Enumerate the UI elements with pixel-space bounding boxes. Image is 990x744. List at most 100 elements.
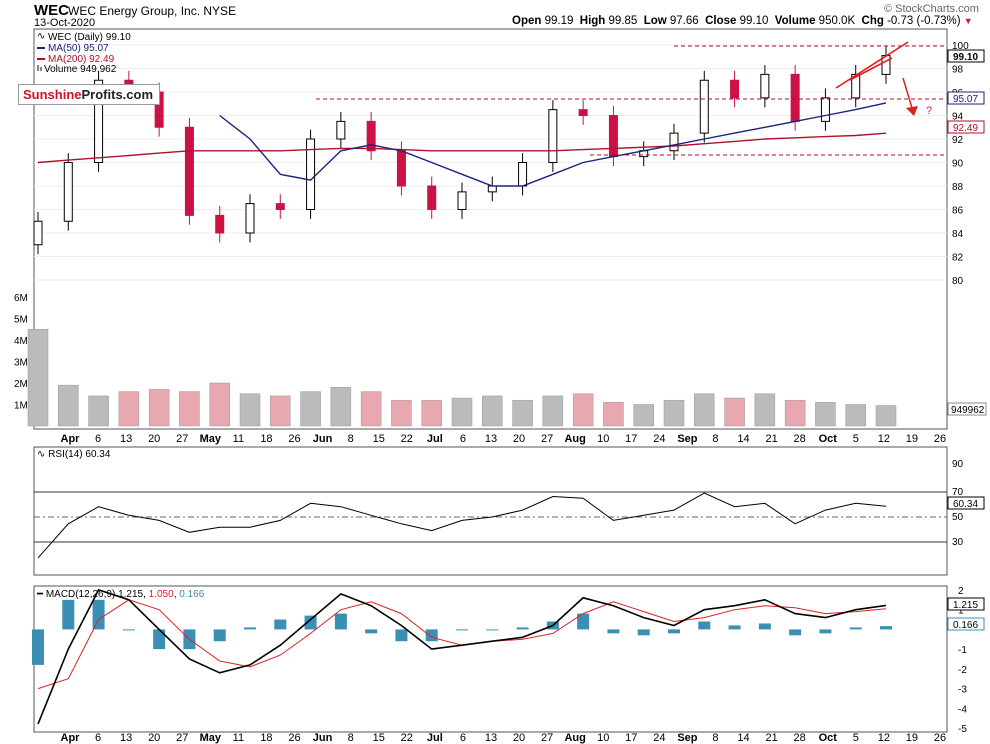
- down-arrow-icon: [906, 106, 918, 116]
- macd-hist-bar: [637, 629, 650, 636]
- x-axis-label: 6: [460, 732, 466, 744]
- rsi-panel-frame: [33, 446, 948, 576]
- x-axis-label: 20: [513, 433, 525, 445]
- macd-hist-bar: [668, 629, 680, 634]
- candle-body: [760, 73, 770, 99]
- x-axis-label: 20: [148, 732, 160, 744]
- x-axis-label: 14: [737, 433, 749, 445]
- volume-bar: [875, 405, 897, 427]
- volume-tick-label: 5M: [14, 315, 28, 326]
- candle-body: [184, 126, 194, 216]
- x-axis-label: 5: [853, 433, 859, 445]
- volume-bar: [58, 384, 79, 427]
- macd-hist-bar: [577, 613, 590, 630]
- macd-hist-bar: [880, 626, 892, 630]
- ticker-symbol: WEC: [34, 2, 69, 19]
- volume-bar: [663, 399, 685, 427]
- volume-tick-label: 6M: [14, 293, 28, 304]
- candle-body: [578, 109, 588, 116]
- macd-hist-bar: [486, 629, 499, 631]
- macd-hist-bar: [122, 629, 135, 631]
- macd-tick-label: -2: [958, 665, 967, 676]
- price-legend: ∿ WEC (Daily) 99.10 MA(50) 95.07 MA(200)…: [37, 31, 131, 75]
- x-axis-label: 20: [148, 433, 160, 445]
- watermark-logo: SunshineProfits.com: [18, 84, 161, 105]
- macd-hist-bar: [819, 629, 832, 634]
- candle-body: [487, 185, 497, 193]
- close-badge: [947, 49, 985, 63]
- trendline-upper: [835, 41, 909, 89]
- candle-body: [275, 203, 285, 210]
- x-axis-label: 17: [625, 433, 637, 445]
- x-axis-label: 28: [794, 433, 806, 445]
- ma50-badge-text: 95.07: [953, 94, 978, 105]
- ohlc-readout: Open 99.19 High 99.85 Low 97.66 Close 99…: [512, 15, 973, 27]
- x-axis-label: Sep: [677, 433, 697, 445]
- volume-bar: [179, 391, 200, 427]
- x-axis-label: 6: [95, 433, 101, 445]
- candle-body: [215, 214, 225, 234]
- volume-bar: [300, 391, 321, 427]
- macd-line: [37, 588, 887, 725]
- ma50-badge: [947, 91, 985, 105]
- volume-bar: [118, 391, 140, 427]
- candle-body: [851, 73, 861, 99]
- candle-body: [63, 162, 73, 222]
- x-axis-label: 18: [260, 732, 272, 744]
- candle-body: [457, 191, 467, 210]
- candle-body: [396, 150, 406, 187]
- volume-bar: [815, 402, 836, 427]
- candle-body: [820, 97, 830, 122]
- volume-bar: [451, 397, 473, 427]
- trendline-lower: [849, 57, 893, 81]
- rsi-tick-50: 50: [952, 512, 964, 523]
- x-axis-label: 26: [288, 732, 300, 744]
- macd-hist-bar: [274, 619, 287, 630]
- x-axis-label: May: [200, 433, 222, 445]
- macd-hist-bar: [456, 629, 468, 631]
- x-axis-label: 13: [120, 732, 132, 744]
- x-axis-label: Aug: [564, 433, 585, 445]
- macd-hist-bar: [92, 599, 105, 630]
- candle-body: [245, 203, 255, 234]
- quote-date: 13-Oct-2020: [34, 17, 96, 29]
- candle-body: [730, 79, 740, 99]
- price-tick-label: 90: [952, 159, 964, 170]
- macd-hist-bar: [516, 627, 529, 630]
- macd-hist-bar: [32, 629, 44, 665]
- volume-bar: [542, 395, 564, 427]
- candle-body: [94, 79, 104, 163]
- x-axis-label: 15: [373, 732, 385, 744]
- macd-badge-text: 1.215: [953, 600, 978, 611]
- x-axis-label: 26: [934, 433, 946, 445]
- x-axis-label: 18: [260, 433, 272, 445]
- macd-hist-bar: [728, 625, 741, 630]
- volume-badge: [947, 402, 987, 416]
- x-axis-label: 8: [348, 433, 354, 445]
- volume-bar: [148, 389, 170, 427]
- price-panel-frame: [33, 28, 948, 430]
- x-axis-label: 21: [765, 732, 777, 744]
- macd-hist-bar: [789, 629, 802, 636]
- volume-bar: [239, 393, 261, 427]
- rsi-tick-70: 70: [952, 487, 964, 498]
- x-axis-label: 20: [513, 732, 525, 744]
- ma200-badge-text: 92.49: [953, 123, 978, 134]
- x-axis-label: Sep: [677, 732, 697, 744]
- macd-tick-label: 1: [958, 606, 964, 617]
- copyright-link[interactable]: © StockCharts.com: [884, 3, 979, 15]
- macd-hist-bar: [153, 629, 166, 650]
- price-tick-label: 80: [952, 276, 964, 287]
- macd-hist-badge-text: 0.166: [953, 620, 978, 631]
- x-axis-label: Aug: [564, 732, 585, 744]
- macd-tick-label: -4: [958, 704, 967, 715]
- x-axis-label: 27: [176, 732, 188, 744]
- price-tick-label: 86: [952, 206, 964, 217]
- macd-hist-bar: [698, 621, 711, 630]
- volume-bar: [784, 399, 806, 427]
- volume-bar: [209, 382, 230, 427]
- x-axis-label: 24: [653, 433, 665, 445]
- x-axis-label: 6: [460, 433, 466, 445]
- volume-tick-label: 1M: [14, 401, 28, 412]
